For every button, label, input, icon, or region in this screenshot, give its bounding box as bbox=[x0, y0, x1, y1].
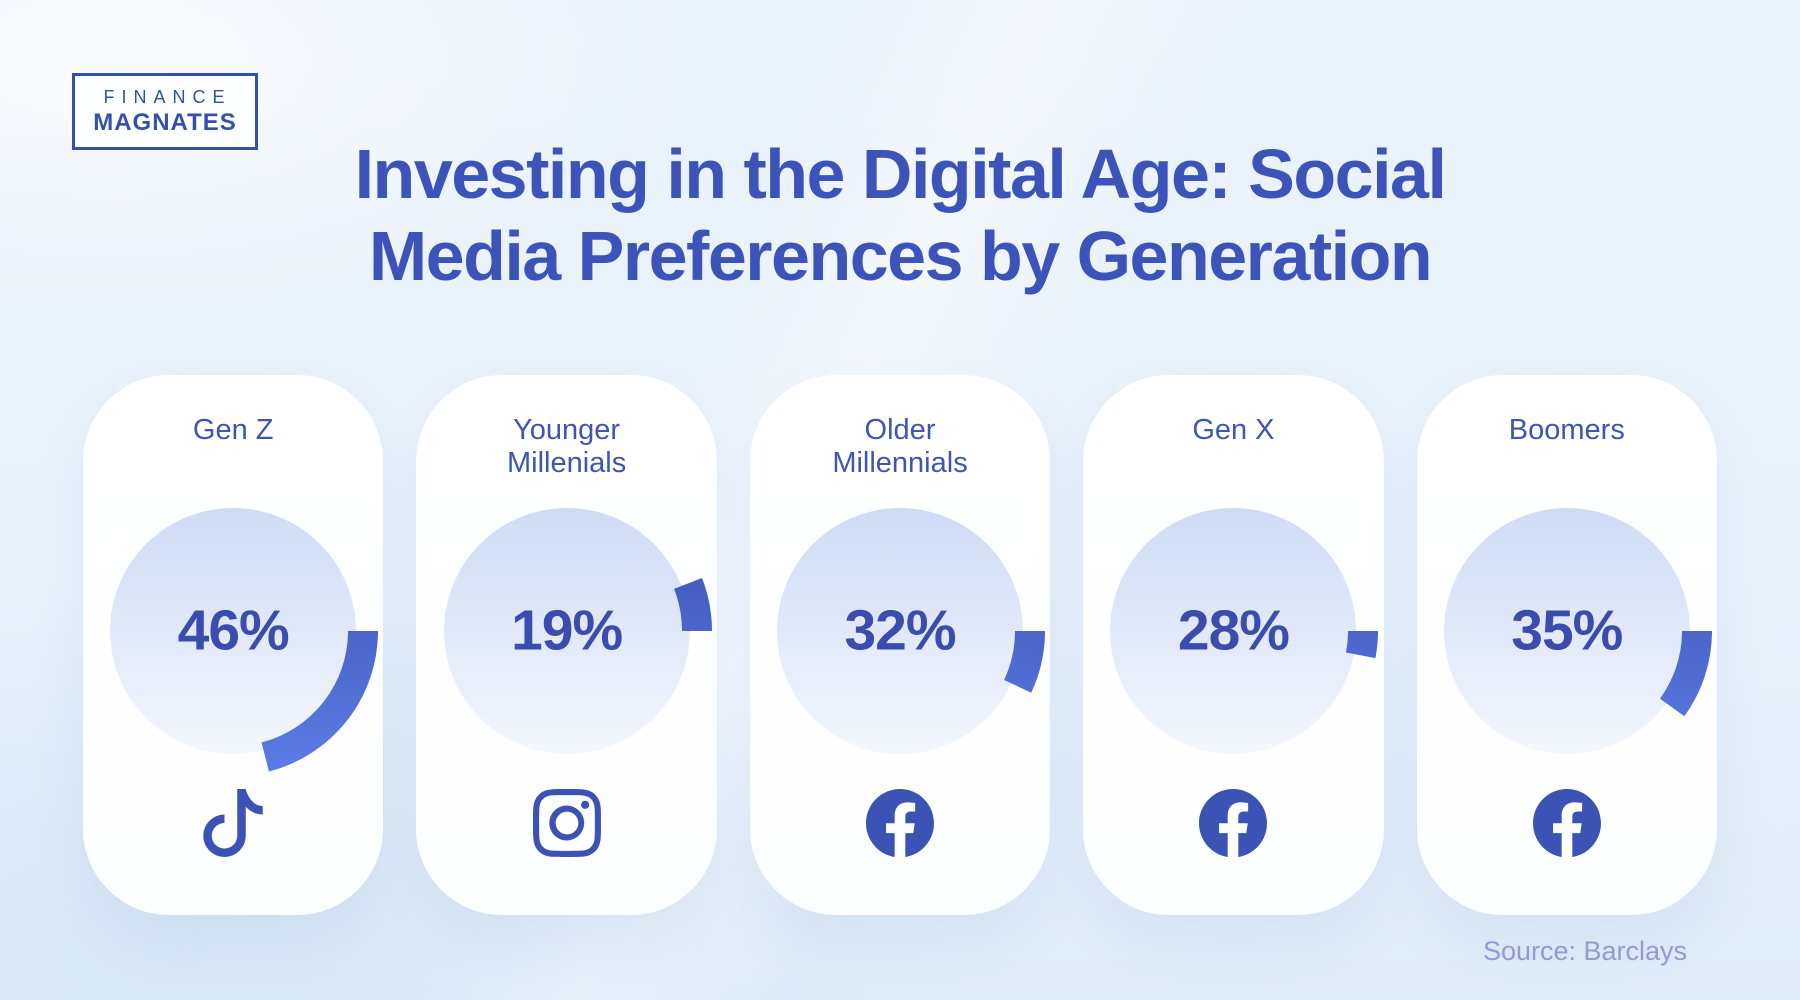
percentage-value: 19% bbox=[511, 598, 623, 663]
donut-inner-circle bbox=[1110, 508, 1357, 754]
generation-label: Boomers bbox=[1417, 414, 1717, 447]
facebook-icon bbox=[866, 789, 934, 857]
source-attribution: Source: Barclays bbox=[1482, 936, 1688, 966]
percentage-value: 32% bbox=[844, 598, 956, 663]
logo-line1: FINANCE bbox=[103, 86, 232, 107]
donut-progress-arc bbox=[421, 486, 712, 776]
donut-inner-circle bbox=[110, 508, 357, 754]
donut-inner-circle bbox=[443, 508, 690, 754]
percentage-value: 28% bbox=[1177, 598, 1290, 663]
generation-label: Gen X bbox=[1083, 414, 1383, 447]
generation-label-line1: Boomers bbox=[1508, 414, 1625, 446]
generation-label: Gen Z bbox=[83, 414, 383, 447]
facebook-icon bbox=[1533, 789, 1601, 857]
card-boomers: Boomers 35% bbox=[1416, 375, 1718, 915]
generation-label-line2: Millenials bbox=[506, 447, 627, 479]
donut-chart: 46% bbox=[83, 481, 383, 781]
percentage-value: 35% bbox=[1511, 598, 1623, 663]
instagram-icon bbox=[533, 789, 601, 857]
facebook-icon bbox=[1199, 789, 1267, 857]
donut-inner-circle bbox=[1443, 508, 1690, 754]
page-title-line2: Media Preferences by Generation bbox=[368, 217, 1433, 295]
generation-label-line1: Younger bbox=[513, 414, 621, 446]
generation-label-line1: Older bbox=[864, 414, 936, 446]
page-title: Investing in the Digital Age: Social Med… bbox=[0, 133, 1800, 297]
generation-label: Older Millennials bbox=[750, 414, 1050, 480]
donut-chart: 19% bbox=[417, 481, 717, 781]
generation-label-line1: Gen Z bbox=[192, 414, 274, 446]
tiktok-icon bbox=[199, 789, 267, 857]
percentage-value: 46% bbox=[177, 598, 290, 663]
page-title-line1: Investing in the Digital Age: Social bbox=[354, 135, 1447, 213]
donut-chart: 35% bbox=[1417, 481, 1717, 781]
card-older-millennials: Older Millennials 32% bbox=[749, 375, 1051, 915]
donut-progress-arc bbox=[755, 486, 1046, 776]
donut-progress-arc bbox=[1088, 486, 1379, 776]
donut-progress-arc bbox=[1421, 486, 1712, 776]
generation-label-line1: Gen X bbox=[1192, 414, 1275, 446]
generation-label: Younger Millenials bbox=[416, 414, 716, 480]
card-gen-z: Gen Z 46% bbox=[83, 375, 384, 915]
donut-chart: 28% bbox=[1083, 481, 1383, 781]
card-gen-x: Gen X 28% bbox=[1083, 375, 1384, 915]
donut-progress-arc bbox=[88, 486, 379, 776]
donut-inner-circle bbox=[777, 508, 1024, 754]
logo-line2: MAGNATES bbox=[93, 108, 237, 136]
donut-chart: 32% bbox=[750, 481, 1050, 781]
card-younger-millenials: Younger Millenials 19% bbox=[416, 375, 717, 915]
generation-label-line2: Millennials bbox=[832, 447, 968, 479]
generation-cards-row: Gen Z 46% Younger Millenials bbox=[83, 375, 1718, 915]
finance-magnates-logo: FINANCE MAGNATES bbox=[72, 73, 258, 150]
